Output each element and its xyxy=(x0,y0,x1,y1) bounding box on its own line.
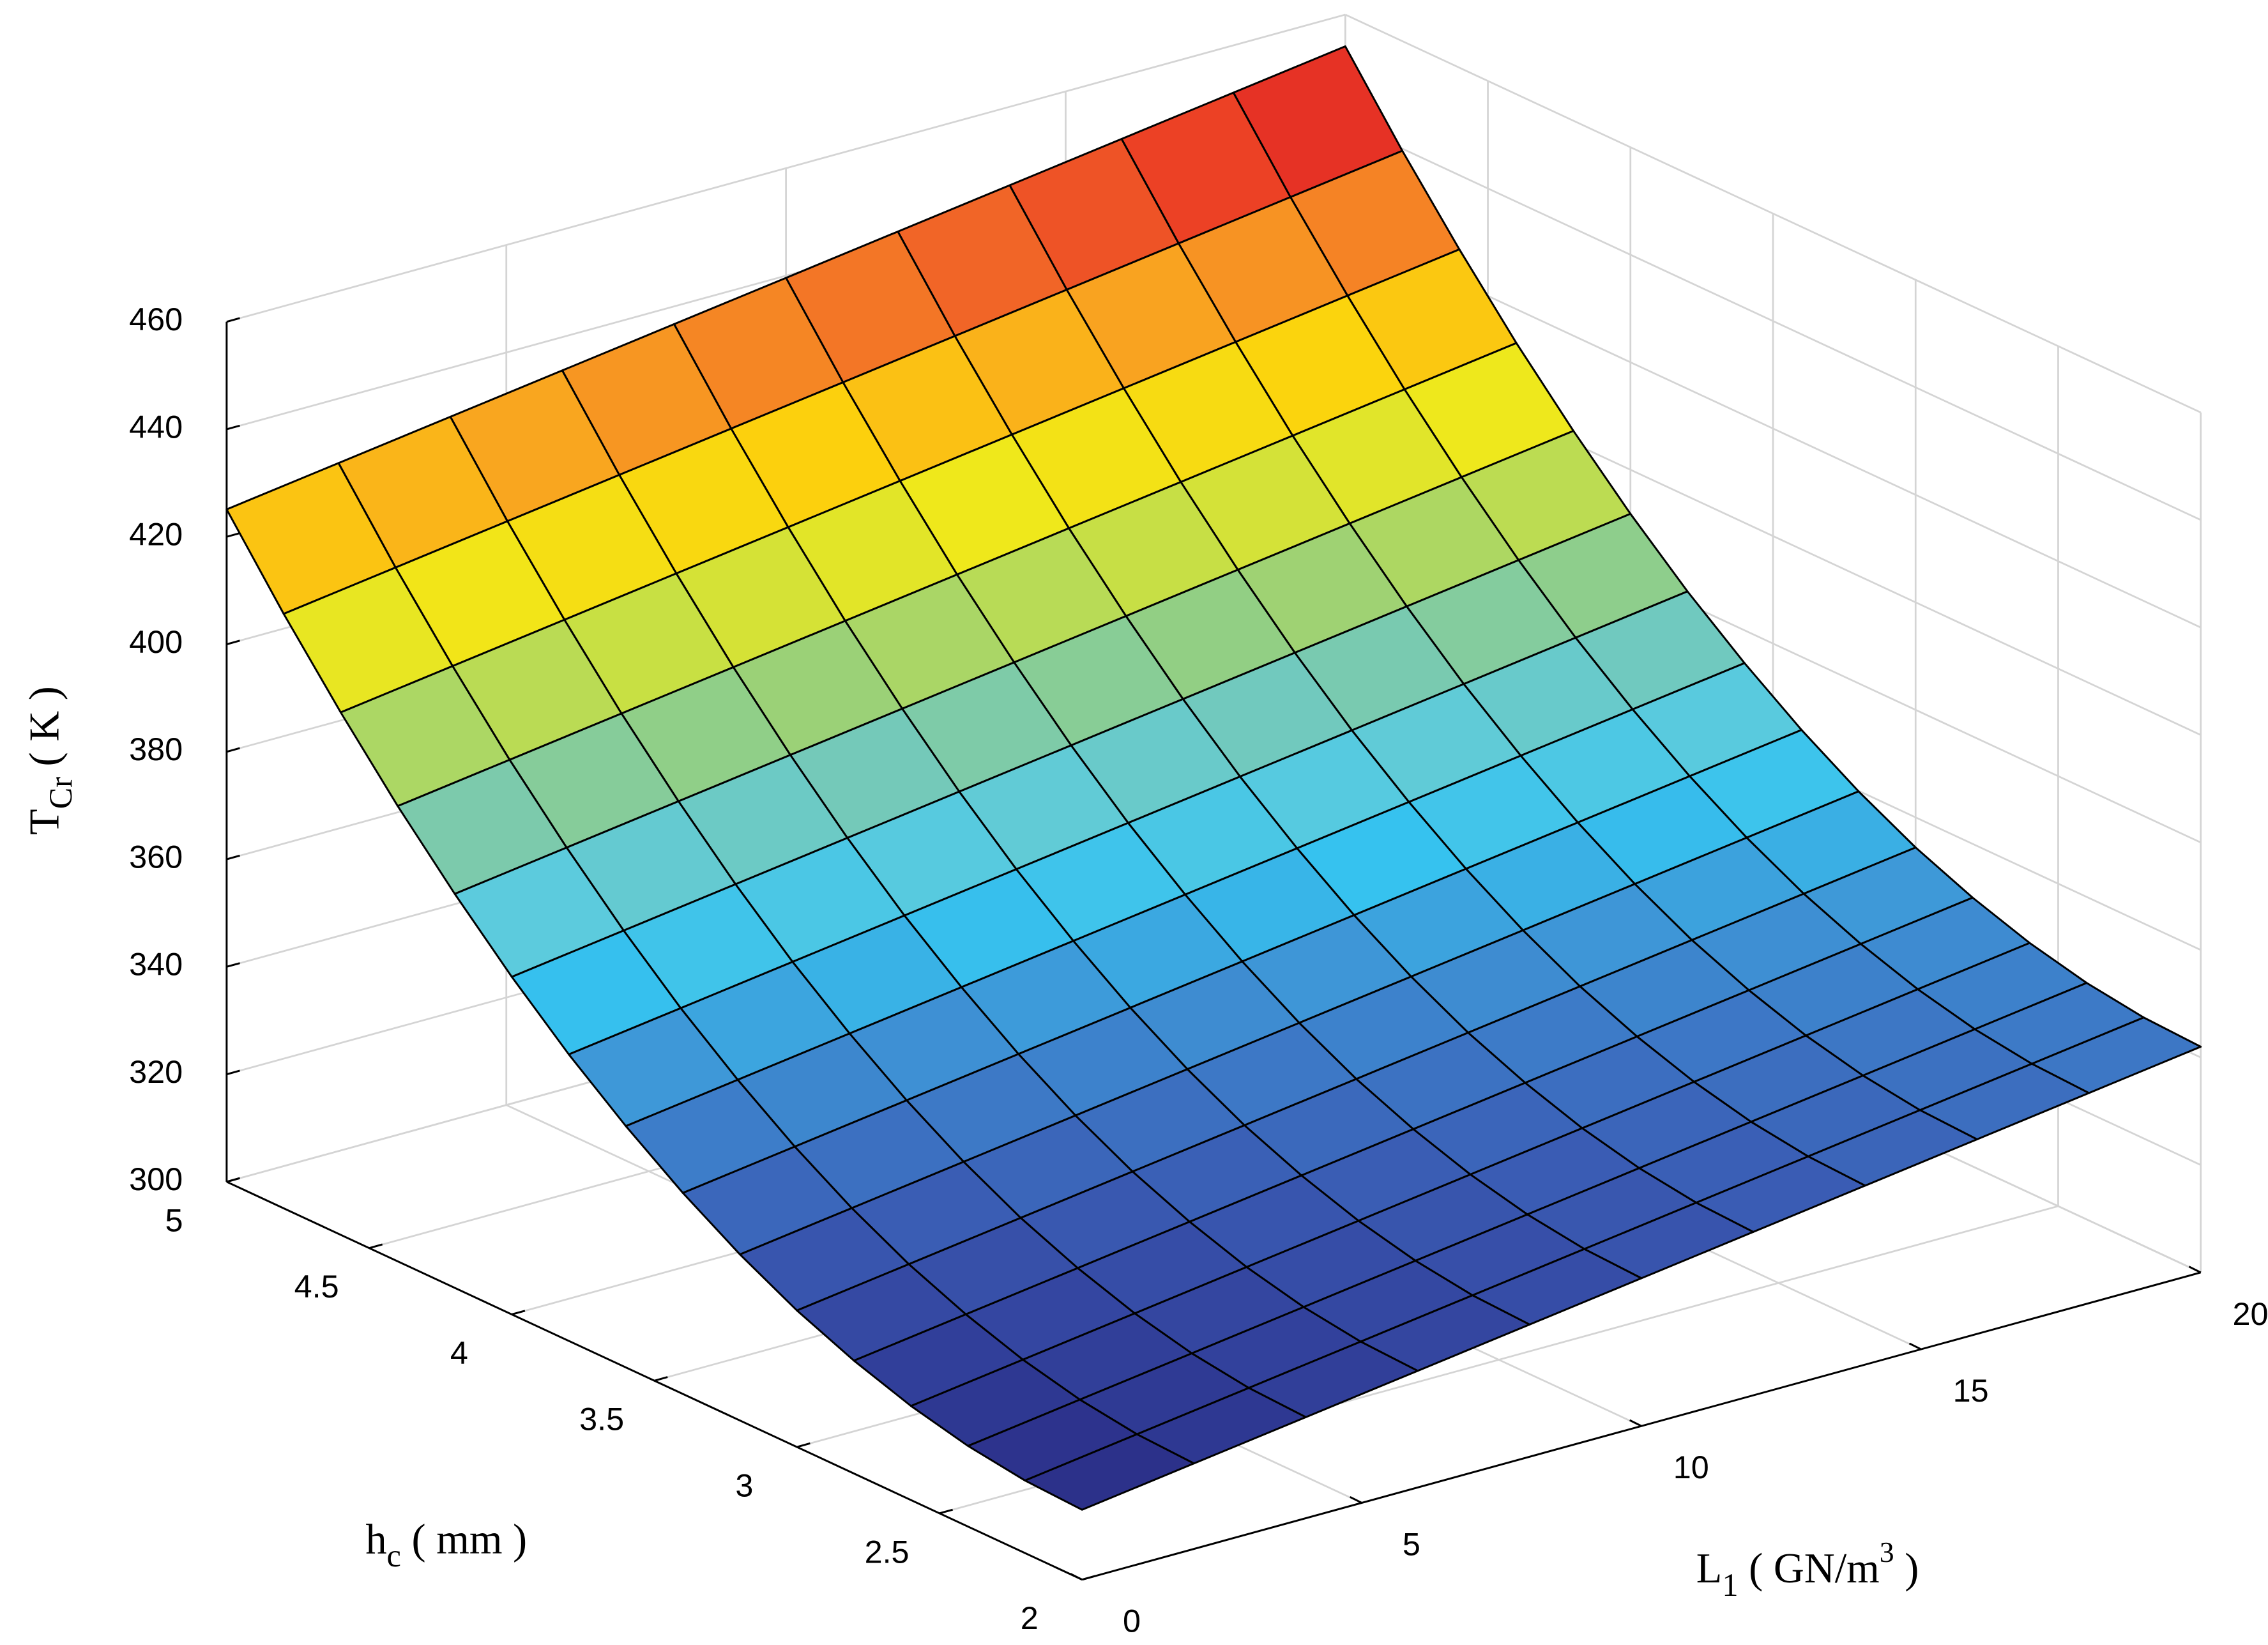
axes: 30032034036038040042044046022.533.544.55… xyxy=(129,301,2268,1639)
x-label-part: ( GN/m xyxy=(1739,1545,1880,1592)
z-tick-label: 440 xyxy=(129,408,183,445)
z-tick-label: 460 xyxy=(129,301,183,337)
x-tick-label: 0 xyxy=(1123,1603,1141,1639)
y-tick xyxy=(369,1243,383,1250)
z-tick xyxy=(226,854,240,861)
y-tick-label: 4.5 xyxy=(294,1268,339,1305)
y-tick xyxy=(654,1376,668,1382)
x-axis-label: L1 ( GN/m3 ) xyxy=(1696,1536,1919,1603)
y-tick-label: 5 xyxy=(165,1202,183,1238)
z-tick-label: 380 xyxy=(129,731,183,767)
x-tick-label: 20 xyxy=(2233,1296,2268,1332)
surface xyxy=(225,45,2202,1511)
z-tick xyxy=(226,639,240,645)
z-tick xyxy=(226,317,240,323)
x-label-part: 1 xyxy=(1722,1567,1738,1603)
y-axis-label: hc ( mm ) xyxy=(365,1516,527,1573)
z-tick-label: 340 xyxy=(129,946,183,983)
grid-line xyxy=(1344,121,2202,521)
z-tick-label: 300 xyxy=(129,1161,183,1197)
x-tick xyxy=(1908,1342,1922,1350)
x-tick-label: 10 xyxy=(1673,1449,1709,1485)
y-tick xyxy=(939,1508,954,1515)
z-label-part: T xyxy=(22,809,68,835)
x-label-part: 3 xyxy=(1880,1536,1894,1568)
y-label-part: c xyxy=(387,1538,401,1573)
z-label-part: ( K ) xyxy=(22,686,68,777)
z-tick-label: 320 xyxy=(129,1053,183,1090)
x-tick xyxy=(1350,1496,1362,1504)
surface-patch xyxy=(1024,1433,1195,1511)
y-tick xyxy=(1081,1575,1096,1581)
x-tick-label: 5 xyxy=(1403,1526,1420,1562)
y-tick xyxy=(511,1310,526,1315)
x-tick xyxy=(2188,1266,2202,1274)
z-tick xyxy=(226,1069,240,1076)
y-tick-label: 4 xyxy=(450,1335,468,1371)
grid-line xyxy=(226,13,1346,323)
z-tick-label: 360 xyxy=(129,838,183,875)
y-tick xyxy=(796,1442,811,1448)
y-tick-label: 3 xyxy=(735,1467,753,1503)
z-tick xyxy=(226,532,240,538)
z-tick-label: 400 xyxy=(129,624,183,660)
z-tick xyxy=(226,747,240,753)
y-label-part: ( mm ) xyxy=(401,1516,527,1563)
x-tick xyxy=(1629,1419,1642,1427)
z-tick-label: 420 xyxy=(129,516,183,553)
x-tick-label: 15 xyxy=(1953,1372,1989,1409)
grid-line xyxy=(1344,13,2202,413)
y-tick-label: 2 xyxy=(1021,1600,1039,1636)
y-tick-label: 3.5 xyxy=(579,1401,624,1437)
z-tick xyxy=(226,962,240,968)
x-tick xyxy=(1070,1573,1083,1580)
x-label-part: L xyxy=(1696,1545,1723,1592)
z-label-part: Cr xyxy=(43,777,79,809)
y-tick xyxy=(226,1177,240,1183)
y-label-part: h xyxy=(365,1516,386,1563)
y-tick-label: 2.5 xyxy=(865,1533,909,1570)
z-axis-label: TCr ( K ) xyxy=(22,686,79,835)
z-tick xyxy=(226,424,240,431)
x-label-part: ) xyxy=(1894,1545,1919,1592)
